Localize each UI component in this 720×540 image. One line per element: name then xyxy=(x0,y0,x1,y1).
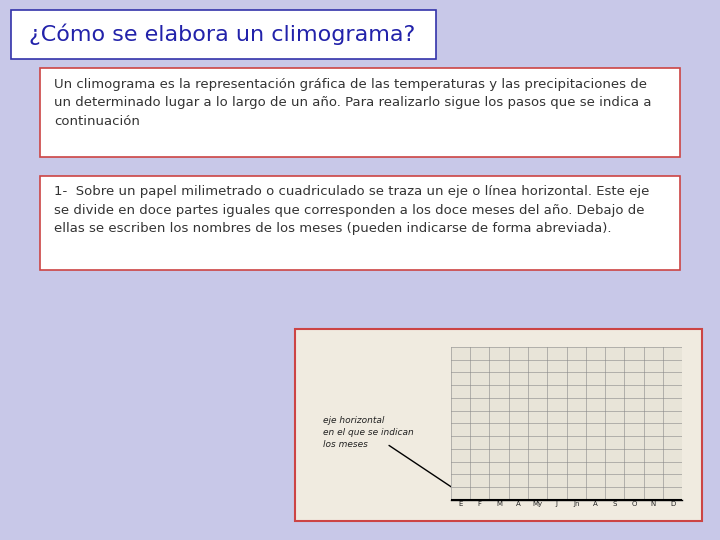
FancyBboxPatch shape xyxy=(295,329,702,521)
FancyBboxPatch shape xyxy=(40,176,680,270)
Text: ¿Cómo se elabora un climograma?: ¿Cómo se elabora un climograma? xyxy=(29,24,415,45)
FancyBboxPatch shape xyxy=(40,68,680,157)
Text: eje horizontal
en el que se indican
los meses: eje horizontal en el que se indican los … xyxy=(323,416,413,449)
Text: Un climograma es la representación gráfica de las temperaturas y las precipitaci: Un climograma es la representación gráfi… xyxy=(54,78,652,128)
FancyBboxPatch shape xyxy=(11,10,436,59)
Text: 1-  Sobre un papel milimetrado o cuadriculado se traza un eje o línea horizontal: 1- Sobre un papel milimetrado o cuadricu… xyxy=(54,185,649,235)
